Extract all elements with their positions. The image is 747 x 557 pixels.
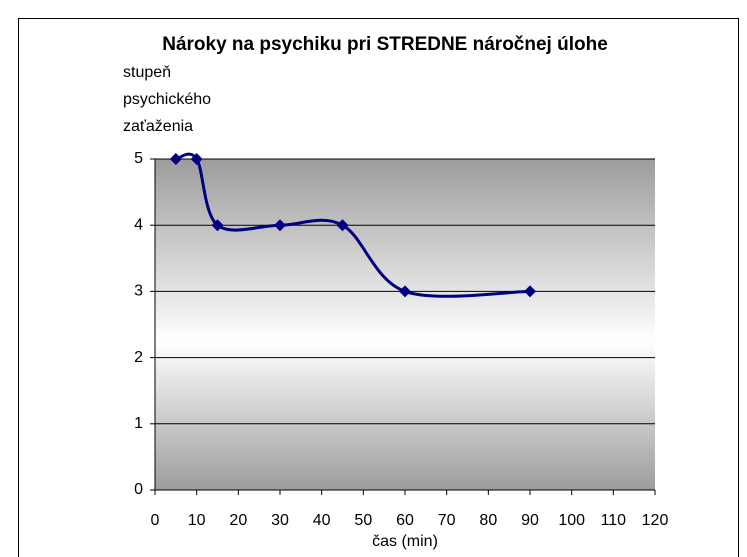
chart-title: Nároky na psychiku pri STREDNE náročnej … bbox=[162, 34, 608, 55]
data-point bbox=[211, 219, 224, 232]
data-point bbox=[274, 219, 286, 232]
x-tick-label: 110 bbox=[601, 512, 627, 529]
y-tick-label: 1 bbox=[134, 415, 143, 432]
x-tick-label: 100 bbox=[558, 512, 585, 529]
x-tick-label: 60 bbox=[396, 512, 414, 529]
x-tick-label: 90 bbox=[521, 512, 539, 529]
y-tick-label: 5 bbox=[134, 150, 143, 167]
y-tick-label: 0 bbox=[134, 481, 143, 498]
y-tick-label: 4 bbox=[134, 216, 143, 233]
y-axis-label: psychického bbox=[123, 91, 211, 108]
data-point bbox=[336, 219, 349, 232]
x-tick-label: 50 bbox=[354, 512, 372, 529]
y-tick-label: 3 bbox=[134, 283, 143, 300]
x-axis-label: čas (min) bbox=[372, 533, 438, 550]
x-tick-label: 120 bbox=[642, 512, 669, 529]
plot-area bbox=[155, 159, 655, 490]
data-point bbox=[524, 285, 536, 298]
x-tick-label: 10 bbox=[188, 512, 206, 529]
x-tick-label: 80 bbox=[479, 512, 497, 529]
data-point bbox=[399, 285, 411, 298]
x-tick-label: 30 bbox=[271, 512, 289, 529]
x-tick-label: 70 bbox=[438, 512, 456, 529]
y-tick-label: 2 bbox=[134, 349, 143, 366]
y-axis-label: zaťaženia bbox=[123, 118, 193, 135]
x-tick-label: 0 bbox=[151, 512, 160, 529]
x-tick-label: 20 bbox=[229, 512, 247, 529]
y-axis-label: stupeň bbox=[123, 64, 171, 81]
x-tick-label: 40 bbox=[313, 512, 331, 529]
data-point bbox=[169, 153, 182, 165]
data-point bbox=[190, 153, 203, 165]
